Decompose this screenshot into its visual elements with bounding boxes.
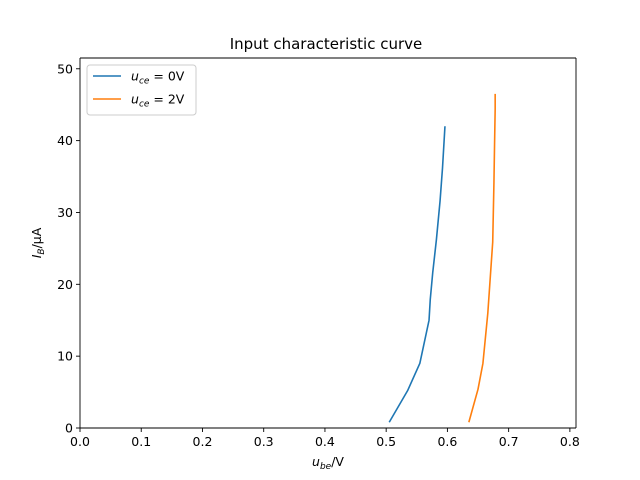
legend-box xyxy=(86,64,197,116)
x-tick-label: 0.4 xyxy=(315,434,335,449)
legend-label-uce-0v: uce = 0V xyxy=(131,69,185,87)
series-line-uce-0v xyxy=(388,126,446,423)
legend: uce = 0V uce = 2V xyxy=(86,64,197,116)
y-tick-label: 0 xyxy=(65,421,73,436)
x-axis-label: ube/V xyxy=(312,454,344,472)
y-tick-label: 30 xyxy=(57,205,73,220)
x-tick-label: 0.5 xyxy=(376,434,396,449)
y-axis-label-group: IB/μA xyxy=(29,227,47,258)
y-axis-label: IB/μA xyxy=(29,227,47,258)
x-tick-label: 0.8 xyxy=(560,434,580,449)
x-tick-label: 0.7 xyxy=(499,434,519,449)
x-tick-label: 0.2 xyxy=(193,434,213,449)
y-tick-label: 50 xyxy=(57,61,73,76)
x-tick-label: 0.0 xyxy=(70,434,90,449)
series-line-uce-2v xyxy=(468,93,496,423)
plot-area: 0.0 0.1 0.2 0.3 0.4 0.5 0.6 0.7 0.8 0 10 20 30 40 50 ub… xyxy=(29,57,580,472)
chart-title: Input characteristic curve xyxy=(230,35,423,53)
legend-label-uce-2v: uce = 2V xyxy=(131,92,185,110)
y-tick-label: 10 xyxy=(57,349,73,364)
x-tick-label: 0.6 xyxy=(437,434,457,449)
x-tick-label: 0.1 xyxy=(131,434,151,449)
x-tick-label: 0.3 xyxy=(254,434,274,449)
y-tick-label: 20 xyxy=(57,277,73,292)
y-tick-label: 40 xyxy=(57,133,73,148)
